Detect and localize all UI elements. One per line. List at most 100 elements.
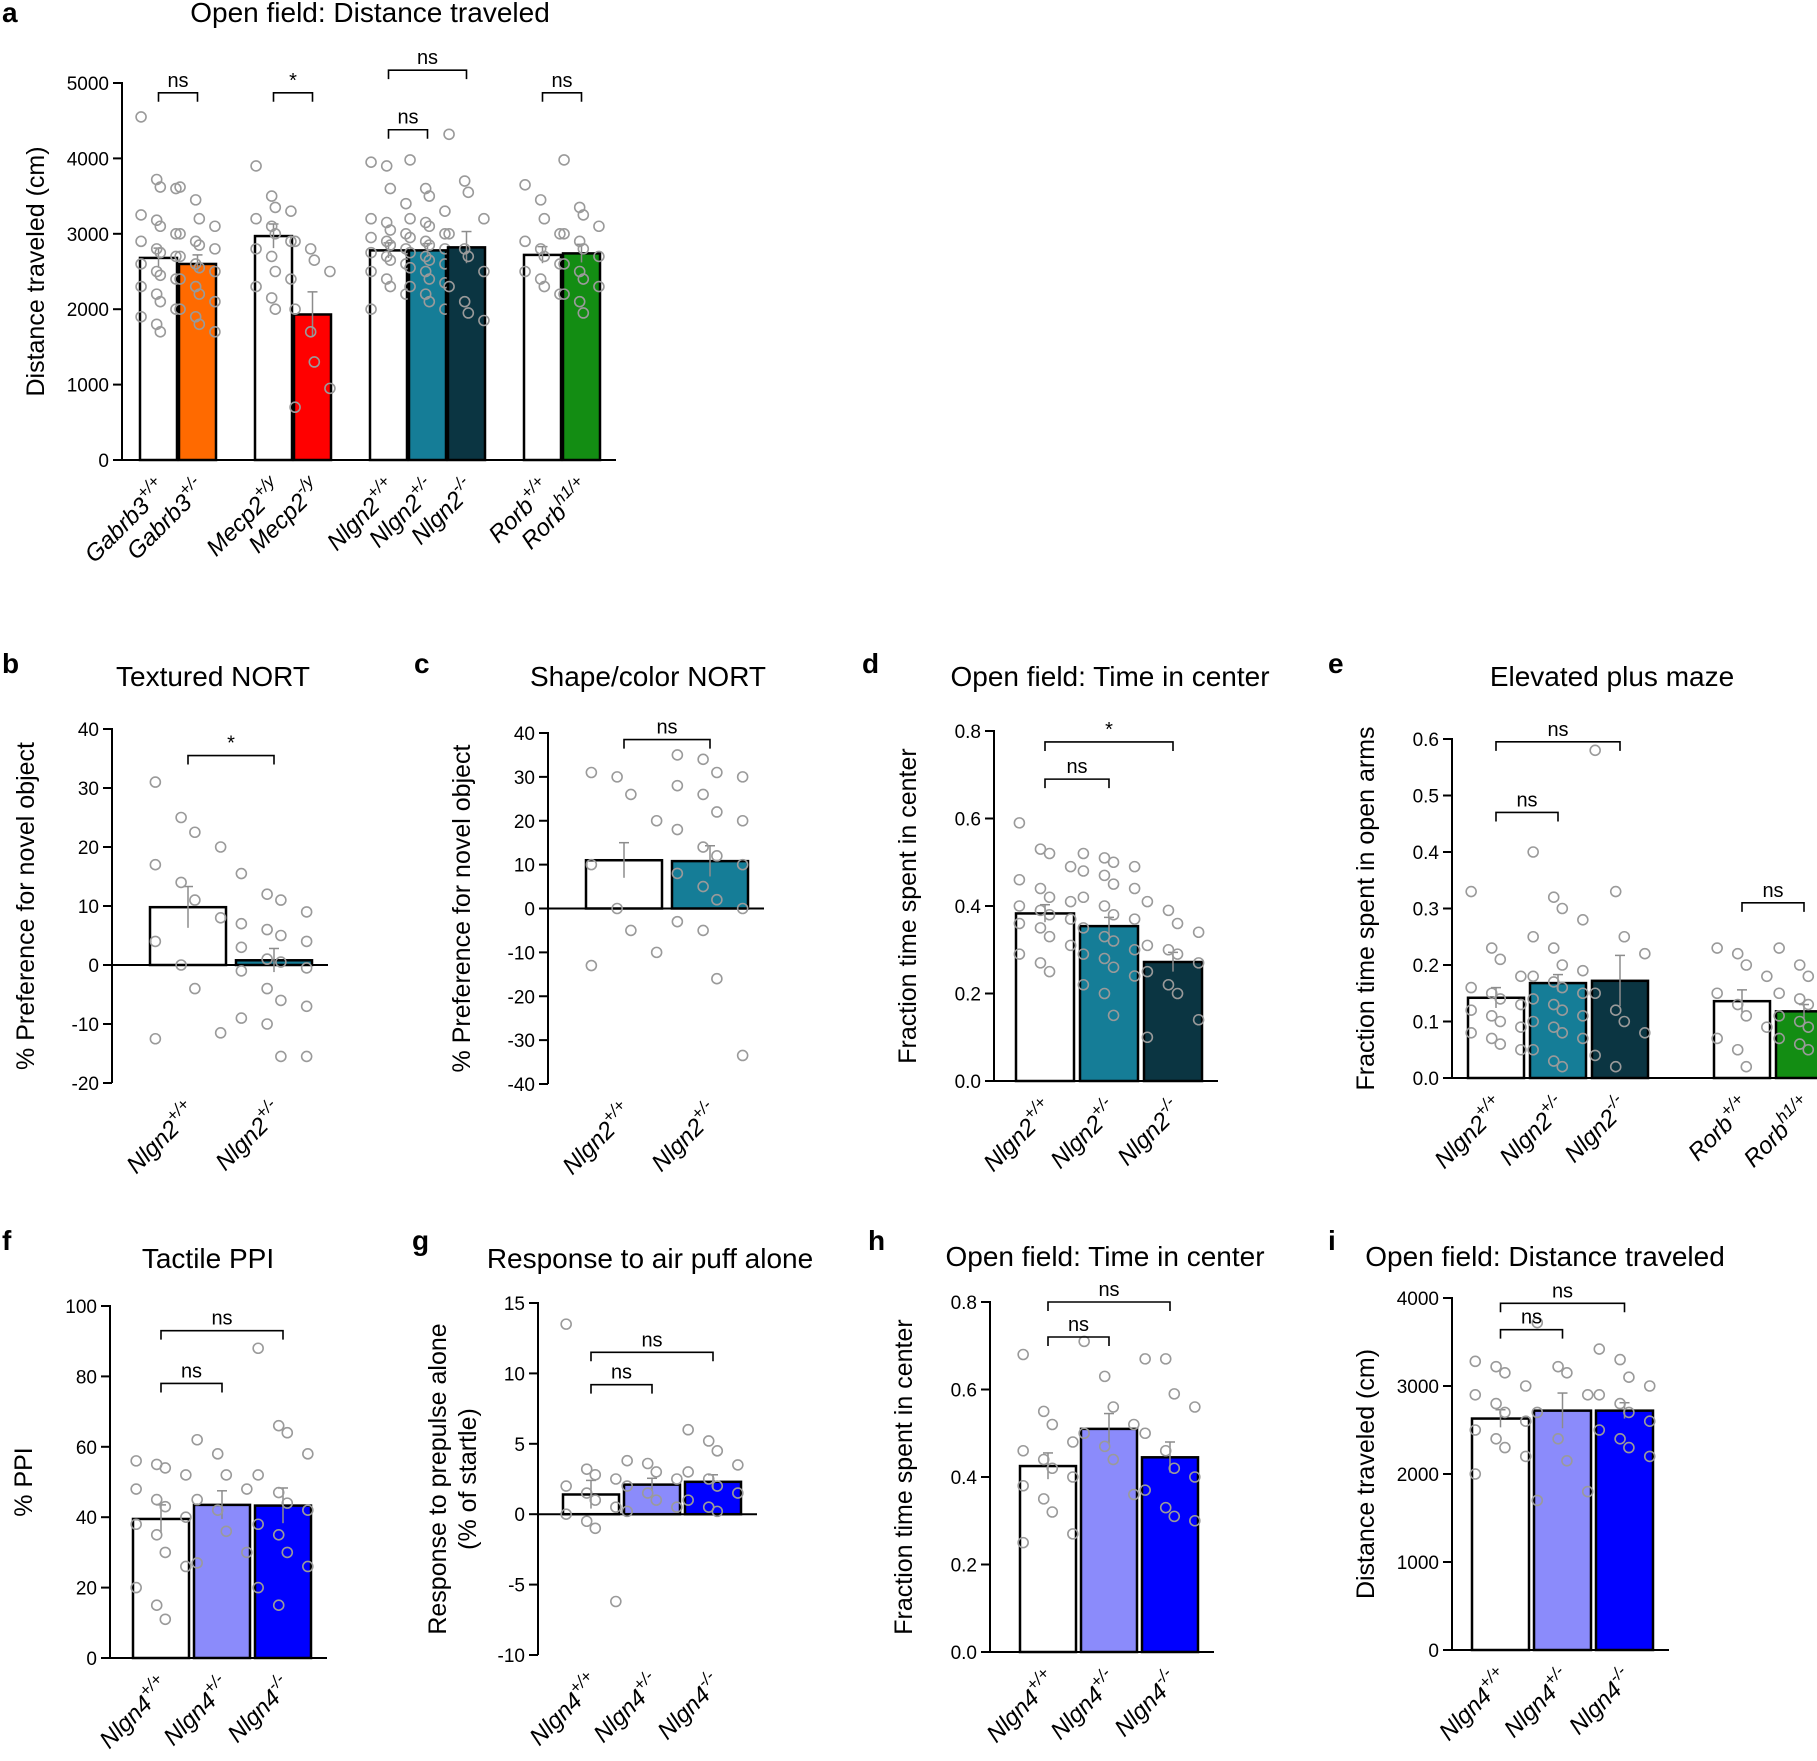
data-point: [159, 1500, 172, 1513]
data-point: [304, 243, 317, 255]
significance-label: ns: [611, 1362, 632, 1384]
significance-bracket: [590, 1383, 653, 1394]
data-point: [585, 858, 598, 871]
data-point: [585, 766, 598, 779]
data-point: [1077, 948, 1090, 960]
y-tick-label: -20: [72, 1074, 99, 1095]
data-point: [439, 205, 451, 217]
y-tick-label: 2000: [67, 300, 109, 321]
data-point: [209, 326, 221, 338]
data-point: [478, 265, 490, 278]
y-tick-label: 20: [514, 812, 535, 833]
data-point: [593, 220, 605, 233]
significance-bracket: [387, 128, 429, 139]
data-point: [519, 265, 531, 278]
data-point: [365, 156, 377, 168]
data-point: [1043, 908, 1056, 921]
data-point: [580, 1487, 593, 1499]
significance-bracket: [541, 92, 583, 102]
panel-b: b Textured NORT -20 -10 0 10 20 30 40 % Preferenc…: [2, 648, 328, 1179]
data-point: [300, 1000, 313, 1013]
data-point: [1189, 1471, 1201, 1483]
data-point: [1037, 1453, 1050, 1466]
significance-label: ns: [551, 70, 572, 92]
data-point: [1159, 1353, 1172, 1365]
data-point: [211, 1448, 224, 1460]
y-tick-label: -30: [508, 1031, 535, 1052]
data-point: [324, 382, 336, 395]
data-point: [281, 1546, 294, 1559]
data-point: [1192, 957, 1205, 969]
y-tick-label: 40: [514, 724, 535, 745]
y-tick-label: 0.4: [951, 1468, 978, 1489]
y-tick-label: 5: [514, 1435, 525, 1456]
bar-nlgn2-1: [1078, 924, 1140, 1083]
data-point: [1017, 1348, 1029, 1361]
x-category-label: Nlgn4-/-: [1560, 1661, 1639, 1740]
data-point: [149, 1032, 162, 1045]
data-point: [1043, 930, 1056, 943]
data-point: [1618, 1015, 1631, 1028]
data-point: [1527, 1043, 1539, 1056]
data-point: [1098, 930, 1111, 943]
y-tick-label: 0.4: [1413, 843, 1440, 864]
data-point: [671, 915, 684, 928]
data-point: [1547, 1021, 1560, 1033]
data-point: [1711, 942, 1723, 954]
data-point: [384, 239, 397, 251]
data-point: [1547, 942, 1560, 954]
data-point: [697, 880, 709, 893]
data-point: [423, 220, 436, 233]
data-point: [209, 220, 221, 233]
data-point: [1469, 1389, 1482, 1401]
data-point: [1731, 1043, 1744, 1056]
data-point: [404, 212, 416, 225]
data-point: [1013, 817, 1026, 829]
bar-nlgn4-1: [1532, 1409, 1593, 1652]
data-point: [149, 858, 162, 871]
panel-i: i Open field: Distance traveled 0 1000 2000 3…: [1328, 1225, 1725, 1746]
significance-label: ns: [181, 1360, 202, 1382]
data-point: [538, 250, 551, 263]
data-point: [593, 280, 605, 293]
significance-bracket: [590, 1351, 714, 1362]
data-point: [1078, 1427, 1090, 1440]
panel-label: i: [1328, 1225, 1336, 1256]
data-point: [404, 246, 416, 259]
data-point: [384, 254, 397, 266]
significance-label: ns: [1521, 1307, 1542, 1329]
data-point: [641, 1457, 654, 1470]
data-point: [1556, 1027, 1569, 1039]
data-point: [682, 1423, 694, 1436]
data-point: [135, 280, 147, 293]
data-point: [135, 111, 147, 123]
data-point: [1773, 1010, 1785, 1022]
data-point: [711, 1505, 724, 1518]
data-point: [149, 935, 162, 948]
data-point: [1107, 856, 1120, 869]
data-point: [1098, 869, 1111, 882]
data-point: [1067, 1471, 1079, 1483]
data-point: [154, 246, 167, 259]
data-point: [189, 826, 201, 839]
y-tick-label: 3000: [67, 225, 109, 246]
data-point: [1515, 970, 1527, 983]
data-point: [1192, 926, 1205, 939]
data-point: [1107, 1401, 1120, 1413]
significance-bracket: [187, 754, 275, 765]
data-point: [209, 243, 221, 255]
data-point: [423, 273, 436, 285]
data-point: [1556, 1060, 1569, 1073]
data-point: [1561, 1455, 1573, 1467]
chart-title: Elevated plus maze: [1490, 661, 1734, 692]
data-point: [1731, 947, 1744, 960]
data-point: [191, 1433, 203, 1446]
data-point: [621, 1480, 633, 1492]
y-tick-label: 15: [504, 1294, 525, 1315]
chart-title: Open field: Time in center: [950, 661, 1269, 692]
data-point: [1465, 1027, 1477, 1039]
y-tick-label: 10: [504, 1364, 525, 1385]
data-point: [1494, 1015, 1507, 1028]
significance-bracket: [272, 92, 314, 102]
